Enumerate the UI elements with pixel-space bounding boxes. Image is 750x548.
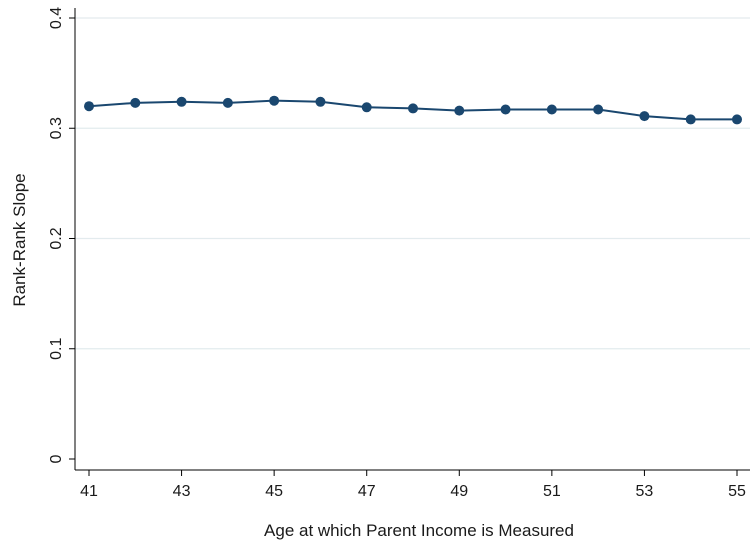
data-point-49 (454, 105, 465, 116)
data-point-52 (593, 104, 604, 115)
x-tick-label-3: 47 (358, 483, 376, 500)
gridlines (75, 17, 750, 350)
data-point-46 (315, 96, 326, 107)
y-tick-label-1: 0.1 (48, 338, 65, 360)
x-tick-label-6: 53 (636, 483, 654, 500)
x-tick-label-5: 51 (543, 483, 561, 500)
data-point-51 (546, 104, 557, 115)
data-point-48 (408, 103, 418, 114)
x-axis-title: Age at which Parent Income is Measured (264, 521, 574, 540)
data-point-42 (130, 97, 141, 108)
y-tick-label-3: 0.3 (48, 117, 65, 139)
x-tick-label-4: 49 (450, 483, 468, 500)
data-point-44 (222, 97, 233, 108)
data-point-50 (500, 104, 511, 115)
x-tick-label-2: 45 (265, 483, 283, 500)
x-axis-ticks: 41 43 45 47 49 51 53 55 (80, 470, 746, 500)
y-tick-label-2: 0.2 (48, 227, 65, 249)
data-point-43 (176, 96, 187, 107)
x-tick-label-0: 41 (80, 483, 98, 500)
data-point-45 (269, 95, 280, 106)
series (84, 95, 742, 125)
y-axis-ticks: 0 0.1 0.2 0.3 0.4 (48, 7, 75, 463)
x-tick-label-1: 43 (173, 483, 191, 500)
y-tick-label-4: 0.4 (48, 7, 65, 29)
data-point-54 (685, 114, 696, 125)
data-point-55 (732, 114, 742, 125)
data-point-53 (639, 111, 650, 122)
y-tick-label-0: 0 (48, 454, 65, 463)
data-point-47 (361, 102, 372, 113)
x-tick-label-7: 55 (728, 483, 746, 500)
data-point-41 (84, 101, 94, 112)
y-axis-title: Rank-Rank Slope (10, 173, 29, 306)
